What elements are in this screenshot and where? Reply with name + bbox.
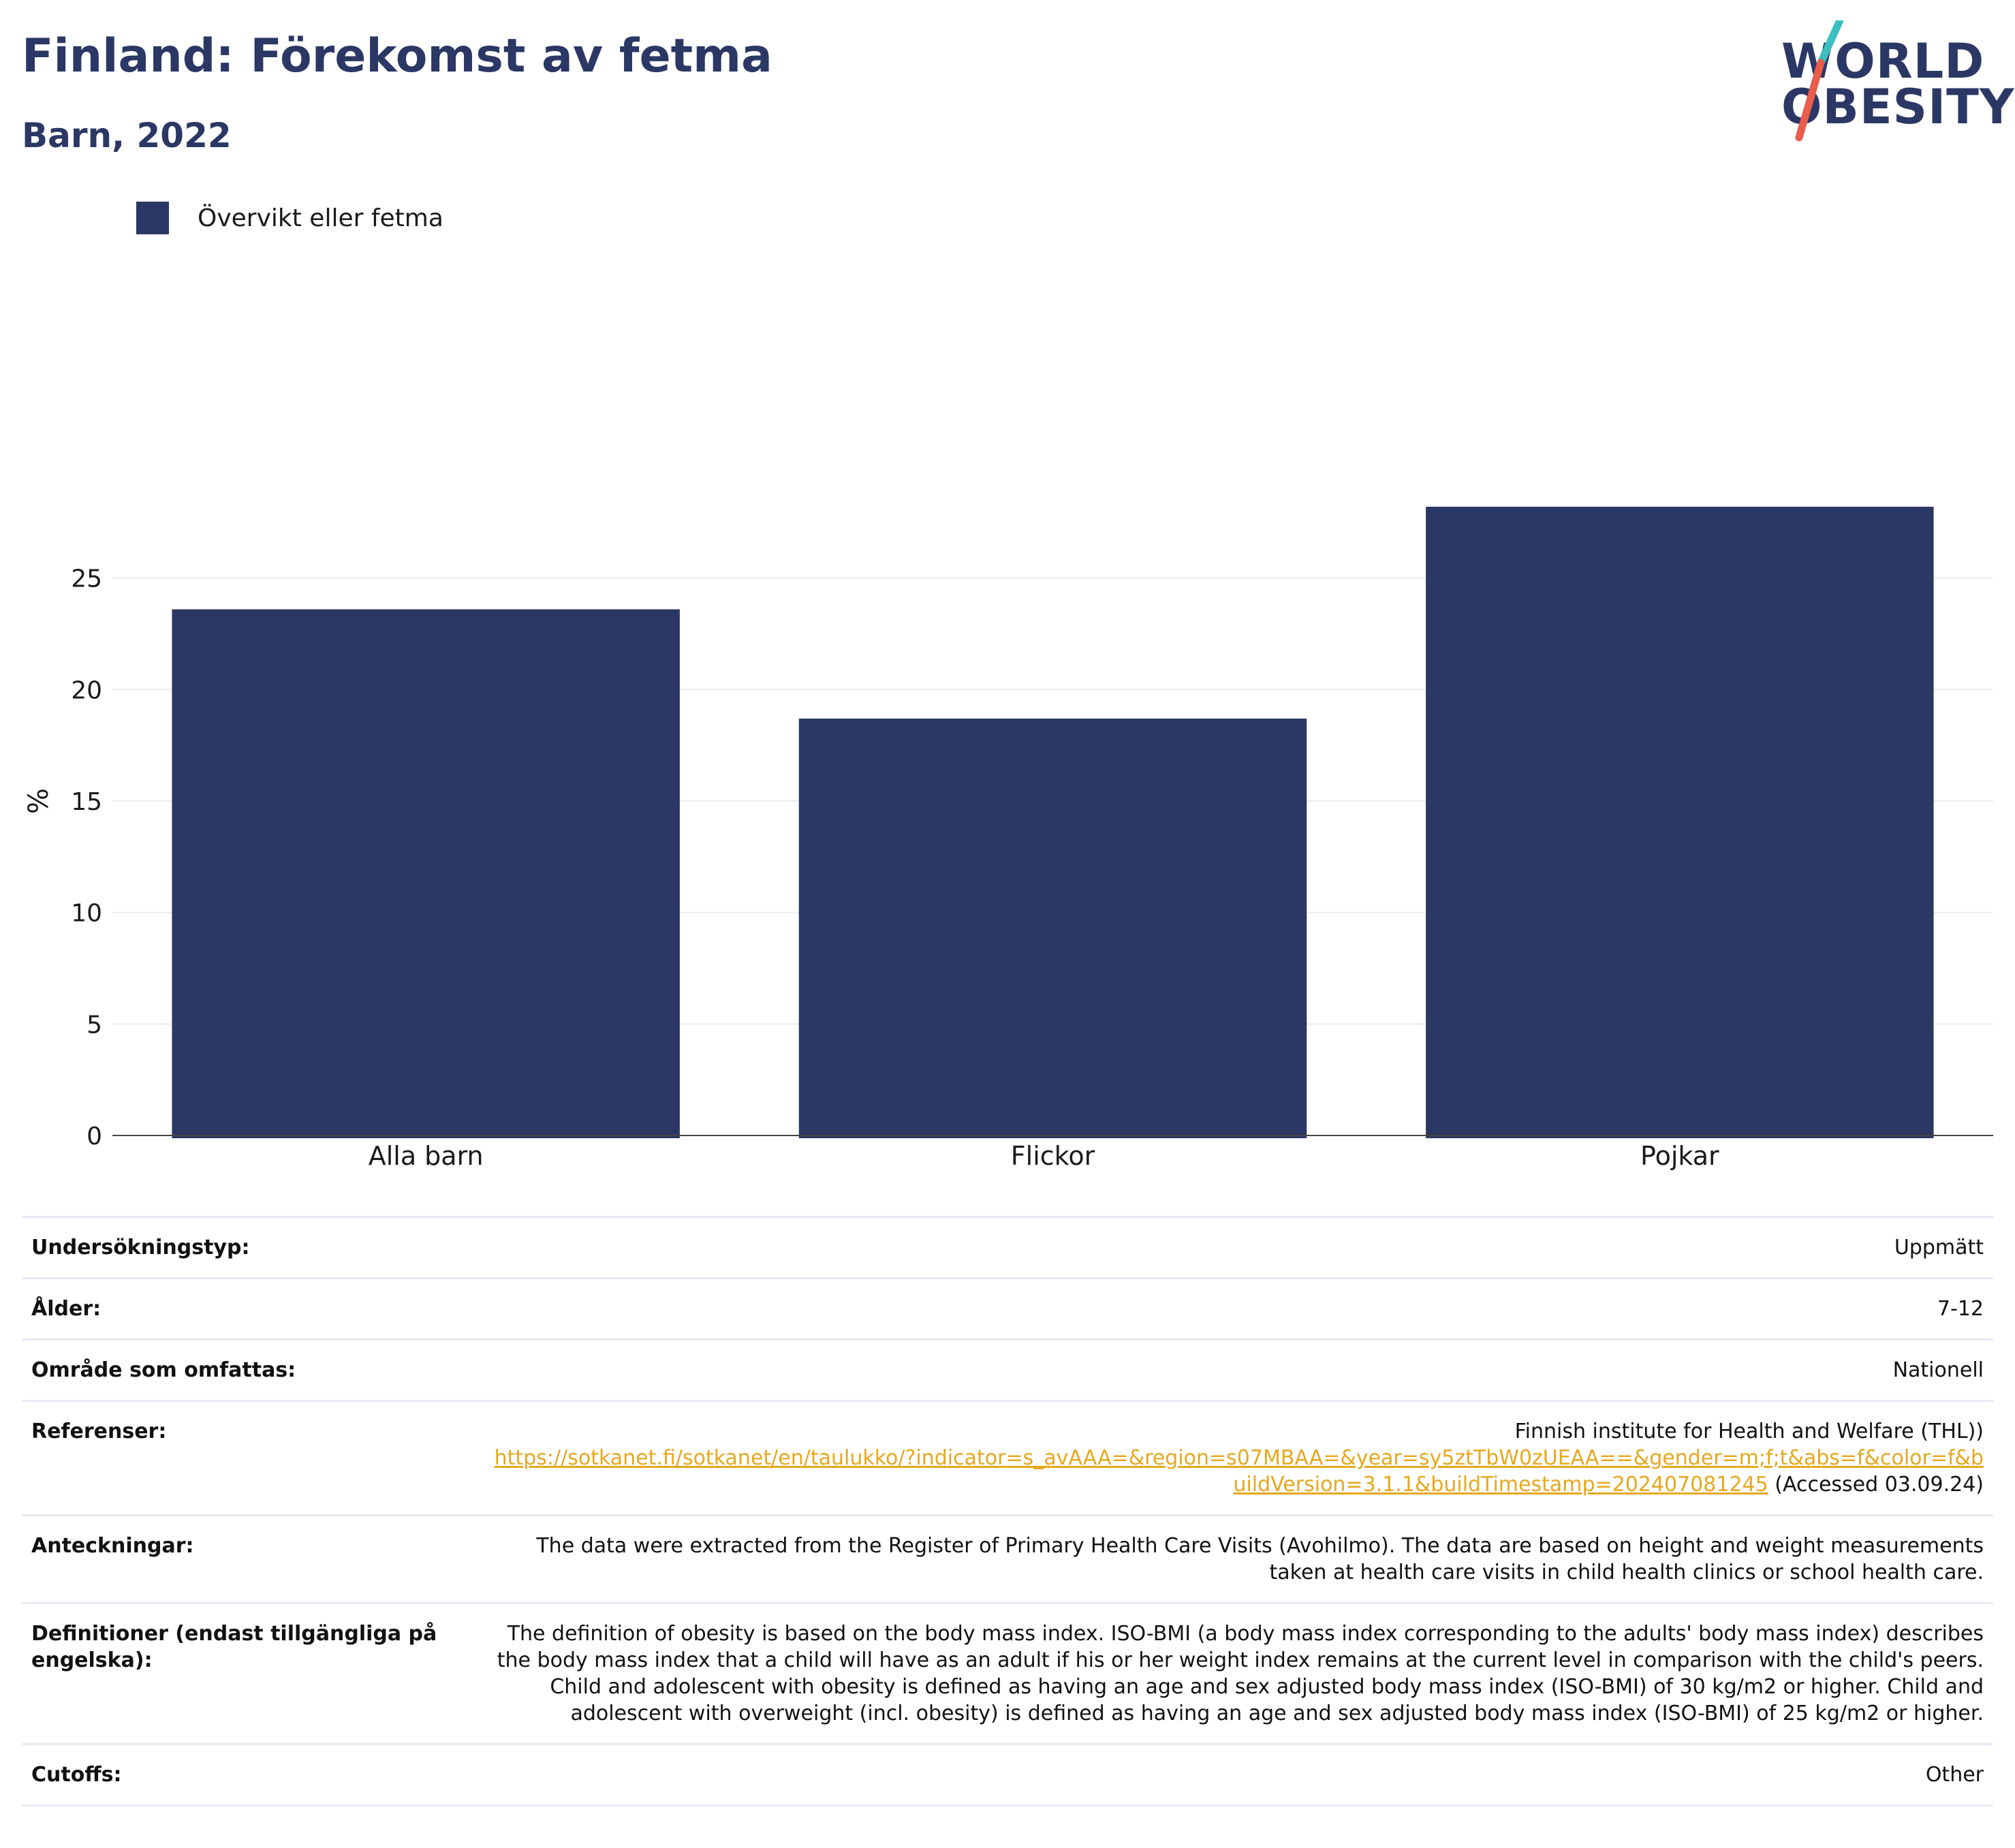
- y-tick-label: 5: [87, 1011, 102, 1039]
- metadata-table: Undersökningstyp: Uppmätt Ålder: 7-12 Om…: [22, 1216, 1993, 1806]
- meta-row-cutoffs: Cutoffs: Other: [22, 1743, 1993, 1806]
- y-tick-label: 0: [87, 1123, 102, 1150]
- y-tick-label: 15: [71, 788, 102, 816]
- meta-label: Undersökningstyp:: [22, 1216, 477, 1279]
- meta-row-area: Område som omfattas: Nationell: [22, 1338, 1993, 1401]
- meta-label: Anteckningar:: [22, 1514, 477, 1603]
- y-axis-ticks: 0 5 10 15 20 25: [71, 565, 102, 1150]
- legend-label: Övervikt eller fetma: [198, 204, 443, 232]
- meta-label: Cutoffs:: [22, 1743, 477, 1806]
- legend: Övervikt eller fetma: [136, 202, 443, 234]
- world-obesity-logo: WORLD OBESITY: [1775, 20, 2014, 143]
- meta-value: Other: [477, 1743, 1993, 1806]
- reference-link[interactable]: https://sotkanet.fi/sotkanet/en/taulukko…: [494, 1446, 1984, 1497]
- x-tick-label: Flickor: [1011, 1141, 1095, 1171]
- logo-text-line2: OBESITY: [1781, 79, 2015, 135]
- bars: [172, 506, 1934, 1138]
- meta-label: Definitioner (endast tillgängliga på eng…: [22, 1602, 477, 1744]
- meta-row-definitions: Definitioner (endast tillgängliga på eng…: [22, 1602, 1993, 1744]
- meta-row-survey-type: Undersökningstyp: Uppmätt: [22, 1216, 1993, 1279]
- meta-value: The data were extracted from the Registe…: [477, 1514, 1993, 1603]
- y-tick-label: 25: [71, 565, 102, 593]
- reference-source: Finnish institute for Health and Welfare…: [1514, 1420, 1984, 1443]
- meta-value: 7-12: [477, 1277, 1993, 1340]
- meta-value: The definition of obesity is based on th…: [477, 1602, 1993, 1744]
- bar: [798, 718, 1307, 1138]
- x-tick-label: Alla barn: [369, 1141, 484, 1171]
- chart-subtitle: Barn, 2022: [22, 116, 232, 155]
- y-tick-label: 10: [71, 900, 102, 928]
- meta-value: Nationell: [477, 1338, 1993, 1401]
- y-tick-label: 20: [71, 676, 102, 704]
- meta-row-references: Referenser: Finnish institute for Health…: [22, 1400, 1993, 1516]
- meta-label: Referenser:: [22, 1400, 477, 1516]
- meta-value: Uppmätt: [477, 1216, 1993, 1279]
- x-axis-ticks: Alla barn Flickor Pojkar: [369, 1141, 1719, 1171]
- meta-label: Ålder:: [22, 1277, 477, 1340]
- meta-value: Finnish institute for Health and Welfare…: [477, 1400, 1993, 1516]
- chart-title: Finland: Förekomst av fetma: [22, 29, 772, 83]
- bar: [172, 609, 680, 1138]
- x-tick-label: Pojkar: [1640, 1141, 1719, 1171]
- bar-chart: 0 5 10 15 20 25 Alla barn Flickor Pojkar %: [23, 506, 1993, 1171]
- reference-accessed: (Accessed 03.09.24): [1768, 1473, 1984, 1497]
- logo-slash-icon: [1795, 20, 1844, 142]
- bar: [1426, 506, 1934, 1138]
- y-axis-label: %: [23, 788, 54, 814]
- meta-label: Område som omfattas:: [22, 1338, 477, 1401]
- meta-row-age: Ålder: 7-12: [22, 1277, 1993, 1340]
- legend-swatch: [136, 202, 169, 234]
- meta-row-notes: Anteckningar: The data were extracted fr…: [22, 1514, 1993, 1603]
